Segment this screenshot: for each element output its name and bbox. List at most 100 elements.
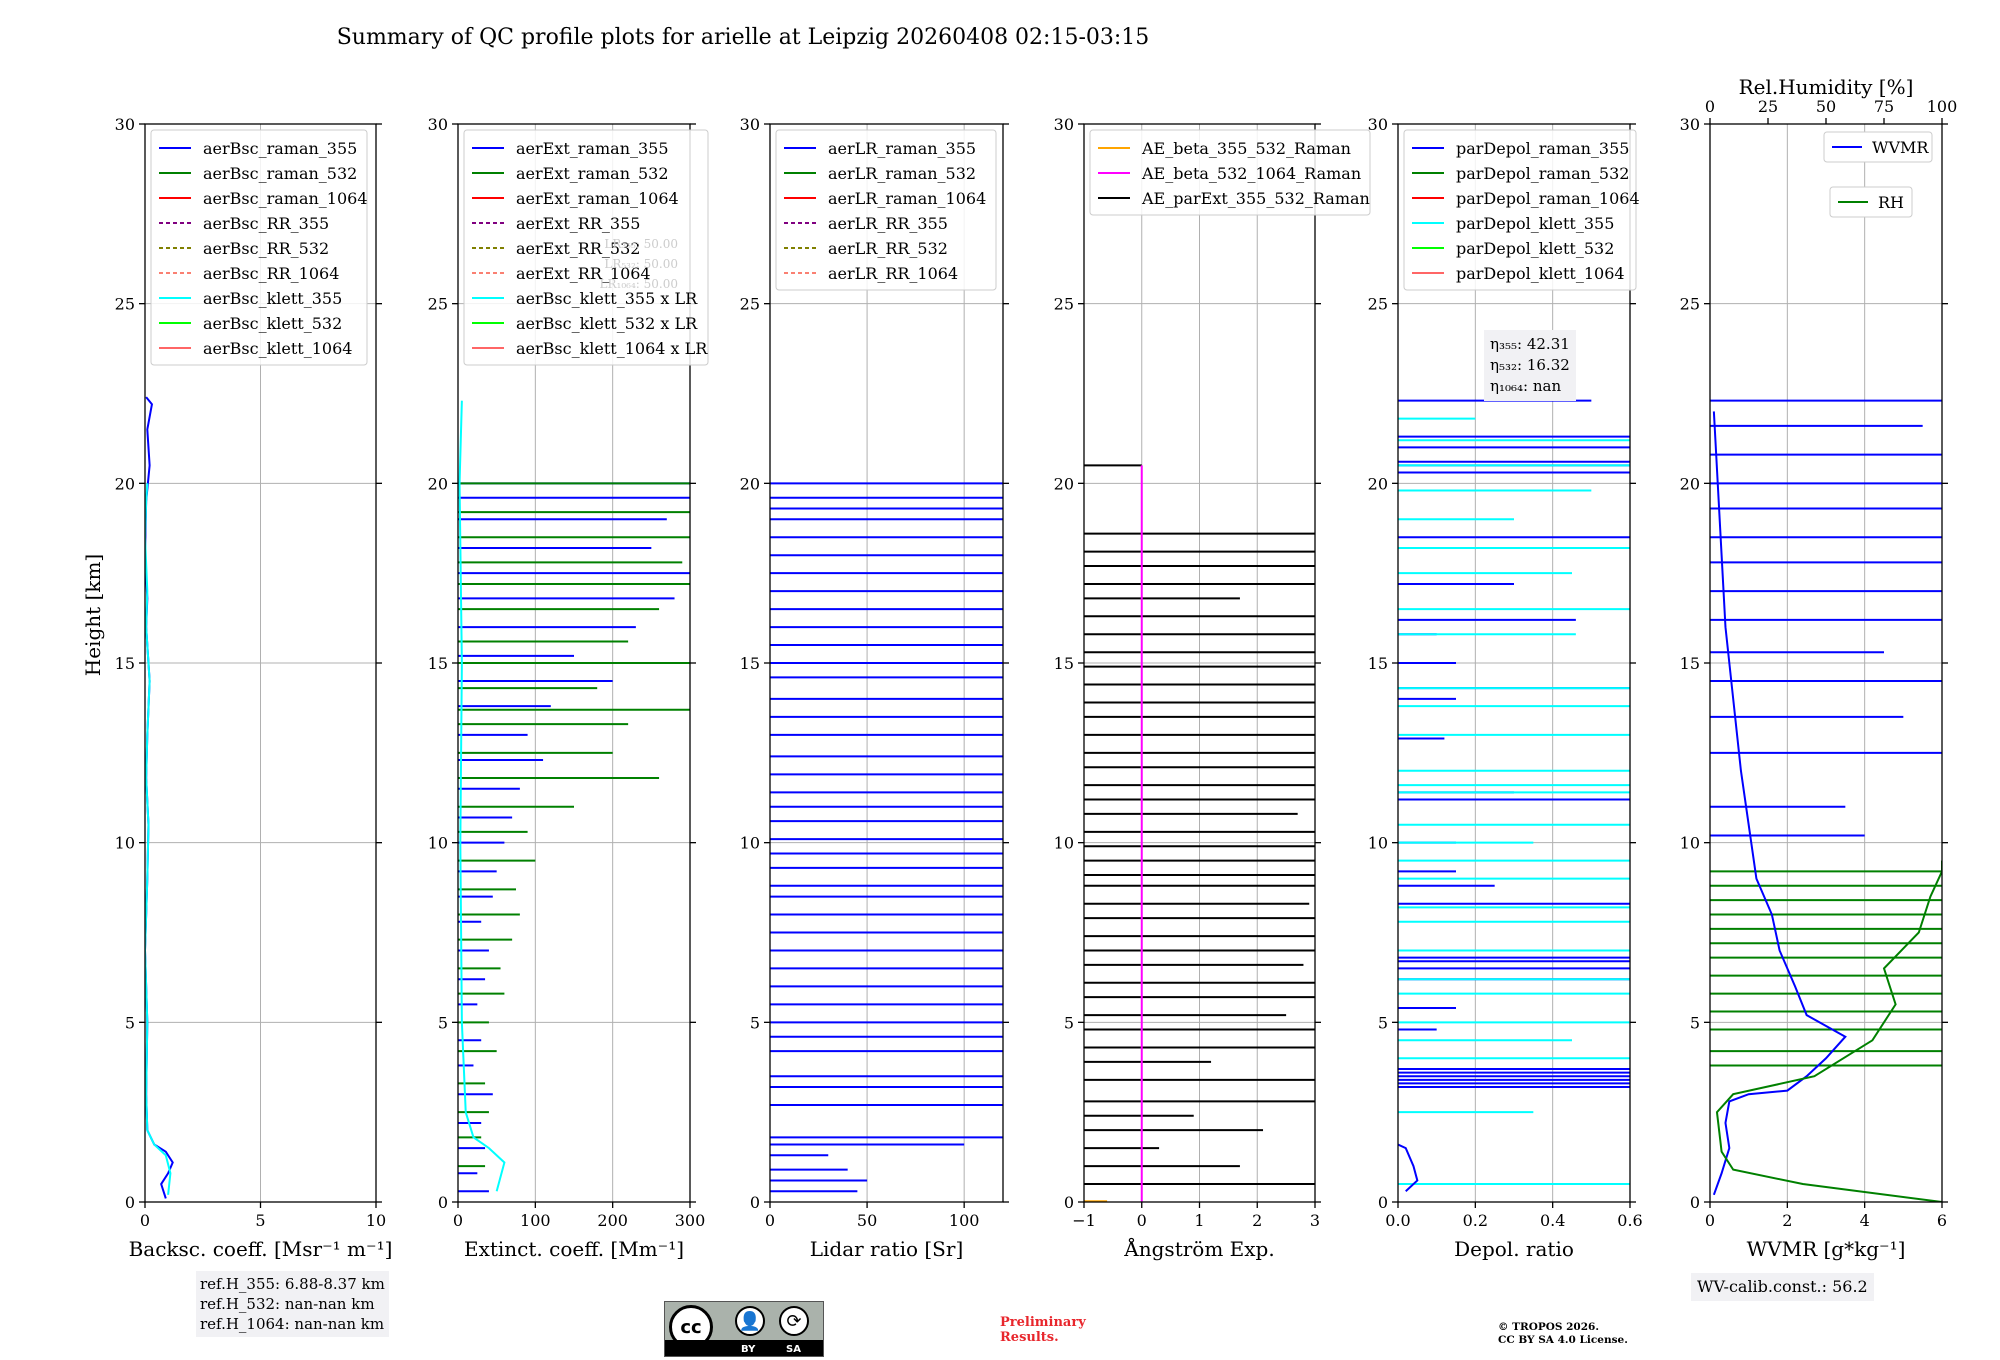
y-tick-label: 15 bbox=[1054, 654, 1074, 673]
preliminary-results-note: Preliminary Results. bbox=[1000, 1315, 1086, 1345]
panel-water_vapor: 0 5 10 15 20 25 30 0 2 4 6 WVMR [g*kg⁻¹] 0 25 50 75 100 R… bbox=[1680, 75, 1958, 1261]
legend-label: aerBsc_klett_1064 x LR bbox=[516, 339, 708, 358]
y-tick-label: 25 bbox=[1368, 295, 1388, 314]
panel-depolarization: 0 5 10 15 20 25 30 0.0 0.2 0.4 0.6 Depol. ratio parD… bbox=[1368, 115, 1643, 1261]
series-line-aerBsc_klett_355 bbox=[145, 483, 172, 1195]
legend-label: aerLR_raman_532 bbox=[828, 164, 976, 183]
y-tick-label: 0 bbox=[1064, 1193, 1074, 1212]
legend-label: aerBsc_klett_355 bbox=[203, 289, 342, 308]
x-tick-label: −1 bbox=[1072, 1211, 1096, 1230]
y-tick-label: 20 bbox=[1680, 474, 1700, 493]
plot-area bbox=[770, 482, 1003, 1193]
legend-label: aerExt_RR_355 bbox=[516, 214, 640, 233]
legend-label: AE_beta_355_532_Raman bbox=[1141, 139, 1351, 158]
y-tick-label: 5 bbox=[1064, 1013, 1074, 1032]
y-tick-label: 15 bbox=[740, 654, 760, 673]
series-line-aerBsc_raman_355 bbox=[145, 396, 174, 1199]
y-tick-label: 5 bbox=[125, 1013, 135, 1032]
y-tick-label: 5 bbox=[750, 1013, 760, 1032]
license-note: © TROPOS 2026. CC BY SA 4.0 License. bbox=[1498, 1321, 1628, 1346]
legend-label: parDepol_raman_532 bbox=[1456, 164, 1629, 183]
y-tick-label: 30 bbox=[115, 115, 135, 134]
panel-lidar_ratio: 0 5 10 15 20 25 30 0 50 100 Lidar ratio [Sr] aerLR_… bbox=[740, 115, 1009, 1261]
series-line-aerBsc_klett_355 x LR bbox=[458, 400, 506, 1192]
legend-label: aerLR_RR_355 bbox=[828, 214, 948, 233]
x-axis-label: Extinct. coeff. [Mm⁻¹] bbox=[464, 1237, 684, 1261]
y-tick-label: 30 bbox=[1054, 115, 1074, 134]
x-tick-label: 200 bbox=[597, 1211, 628, 1230]
x-tick-label: 0 bbox=[140, 1211, 150, 1230]
attribution-person-icon: 👤 bbox=[735, 1306, 765, 1336]
y-tick-label: 0 bbox=[1378, 1193, 1388, 1212]
plot-area bbox=[145, 396, 174, 1199]
x-tick-label: 6 bbox=[1937, 1211, 1947, 1230]
lr-label: LR₃₅₅: 50.00 bbox=[604, 237, 678, 251]
y-tick-label: 20 bbox=[740, 474, 760, 493]
series-line-WVMR bbox=[1712, 411, 1847, 1196]
legend-label: aerBsc_raman_355 bbox=[203, 139, 357, 158]
sa-label: SA bbox=[786, 1344, 801, 1355]
legend-label: AE_beta_532_1064_Raman bbox=[1141, 164, 1361, 183]
eta-box: η₃₅₅: 42.31 η₅₃₂: 16.32 η₁₀₆₄: nan bbox=[1484, 330, 1576, 401]
legend-label: aerExt_RR_532 bbox=[516, 239, 640, 258]
y-tick-label: 25 bbox=[428, 295, 448, 314]
x-axis-label: Lidar ratio [Sr] bbox=[810, 1237, 964, 1261]
x-tick-label: 2 bbox=[1782, 1211, 1792, 1230]
legend-label: aerExt_raman_532 bbox=[516, 164, 669, 183]
y-tick-label: 25 bbox=[115, 295, 135, 314]
legend-label: parDepol_klett_355 bbox=[1456, 214, 1614, 233]
plot-area bbox=[1084, 464, 1315, 1202]
reference-height-box: ref.H_355: 6.88-8.37 km ref.H_532: nan-n… bbox=[196, 1271, 389, 1337]
top-x-tick-label: 100 bbox=[1927, 97, 1958, 116]
y-tick-label: 5 bbox=[438, 1013, 448, 1032]
x-tick-label: 10 bbox=[366, 1211, 386, 1230]
x-tick-label: 50 bbox=[857, 1211, 877, 1230]
top-x-tick-label: 75 bbox=[1874, 97, 1894, 116]
x-tick-label: 0 bbox=[765, 1211, 775, 1230]
legend-label: aerLR_RR_532 bbox=[828, 239, 948, 258]
y-tick-label: 5 bbox=[1378, 1013, 1388, 1032]
legend-label: parDepol_raman_355 bbox=[1456, 139, 1629, 158]
legend-label: aerLR_raman_355 bbox=[828, 139, 976, 158]
y-tick-label: 10 bbox=[428, 834, 448, 853]
y-tick-label: 25 bbox=[1680, 295, 1700, 314]
y-tick-label: 10 bbox=[1368, 834, 1388, 853]
x-axis-label: Depol. ratio bbox=[1454, 1237, 1574, 1261]
y-tick-label: 10 bbox=[1054, 834, 1074, 853]
y-tick-label: 0 bbox=[438, 1193, 448, 1212]
x-tick-label: 0.2 bbox=[1463, 1211, 1488, 1230]
x-axis-label: Backsc. coeff. [Msr⁻¹ m⁻¹] bbox=[129, 1237, 393, 1261]
x-tick-label: 0.4 bbox=[1540, 1211, 1565, 1230]
wv-calibration-box: WV-calib.const.: 56.2 bbox=[1691, 1273, 1874, 1301]
y-tick-label: 30 bbox=[428, 115, 448, 134]
y-tick-label: 0 bbox=[125, 1193, 135, 1212]
legend-label: aerExt_raman_355 bbox=[516, 139, 669, 158]
panel-backscatter: 0 5 10 15 20 25 30 0 5 10 Backsc. coeff. [Msr⁻¹ m⁻… bbox=[115, 115, 393, 1261]
plot-area bbox=[1398, 399, 1630, 1192]
x-tick-label: 0.0 bbox=[1385, 1211, 1410, 1230]
x-tick-label: 3 bbox=[1310, 1211, 1320, 1230]
x-axis-label: WVMR [g*kg⁻¹] bbox=[1747, 1237, 1906, 1261]
legend-label: aerExt_raman_1064 bbox=[516, 189, 679, 208]
legend-label: aerBsc_klett_355 x LR bbox=[516, 289, 698, 308]
top-x-tick-label: 50 bbox=[1816, 97, 1836, 116]
legend-box bbox=[1403, 129, 1637, 291]
y-tick-label: 15 bbox=[428, 654, 448, 673]
legend-label: aerBsc_raman_1064 bbox=[203, 189, 368, 208]
y-tick-label: 25 bbox=[1054, 295, 1074, 314]
legend-label: aerBsc_RR_532 bbox=[203, 239, 329, 258]
eta-532: η₅₃₂: 16.32 bbox=[1490, 356, 1570, 374]
eta-1064: η₁₀₆₄: nan bbox=[1490, 377, 1562, 395]
legend-label: parDepol_raman_1064 bbox=[1456, 189, 1640, 208]
y-tick-label: 15 bbox=[1368, 654, 1388, 673]
top-x-axis-label: Rel.Humidity [%] bbox=[1739, 75, 1914, 99]
legend-label: WVMR bbox=[1872, 138, 1929, 157]
y-tick-label: 20 bbox=[1368, 474, 1388, 493]
ref-height-355: ref.H_355: 6.88-8.37 km bbox=[200, 1275, 385, 1293]
legend-label: aerBsc_RR_355 bbox=[203, 214, 329, 233]
legend-box bbox=[1089, 129, 1371, 216]
series-line-parDepol_raman_355 bbox=[1398, 1143, 1419, 1192]
legend-box bbox=[463, 129, 709, 366]
